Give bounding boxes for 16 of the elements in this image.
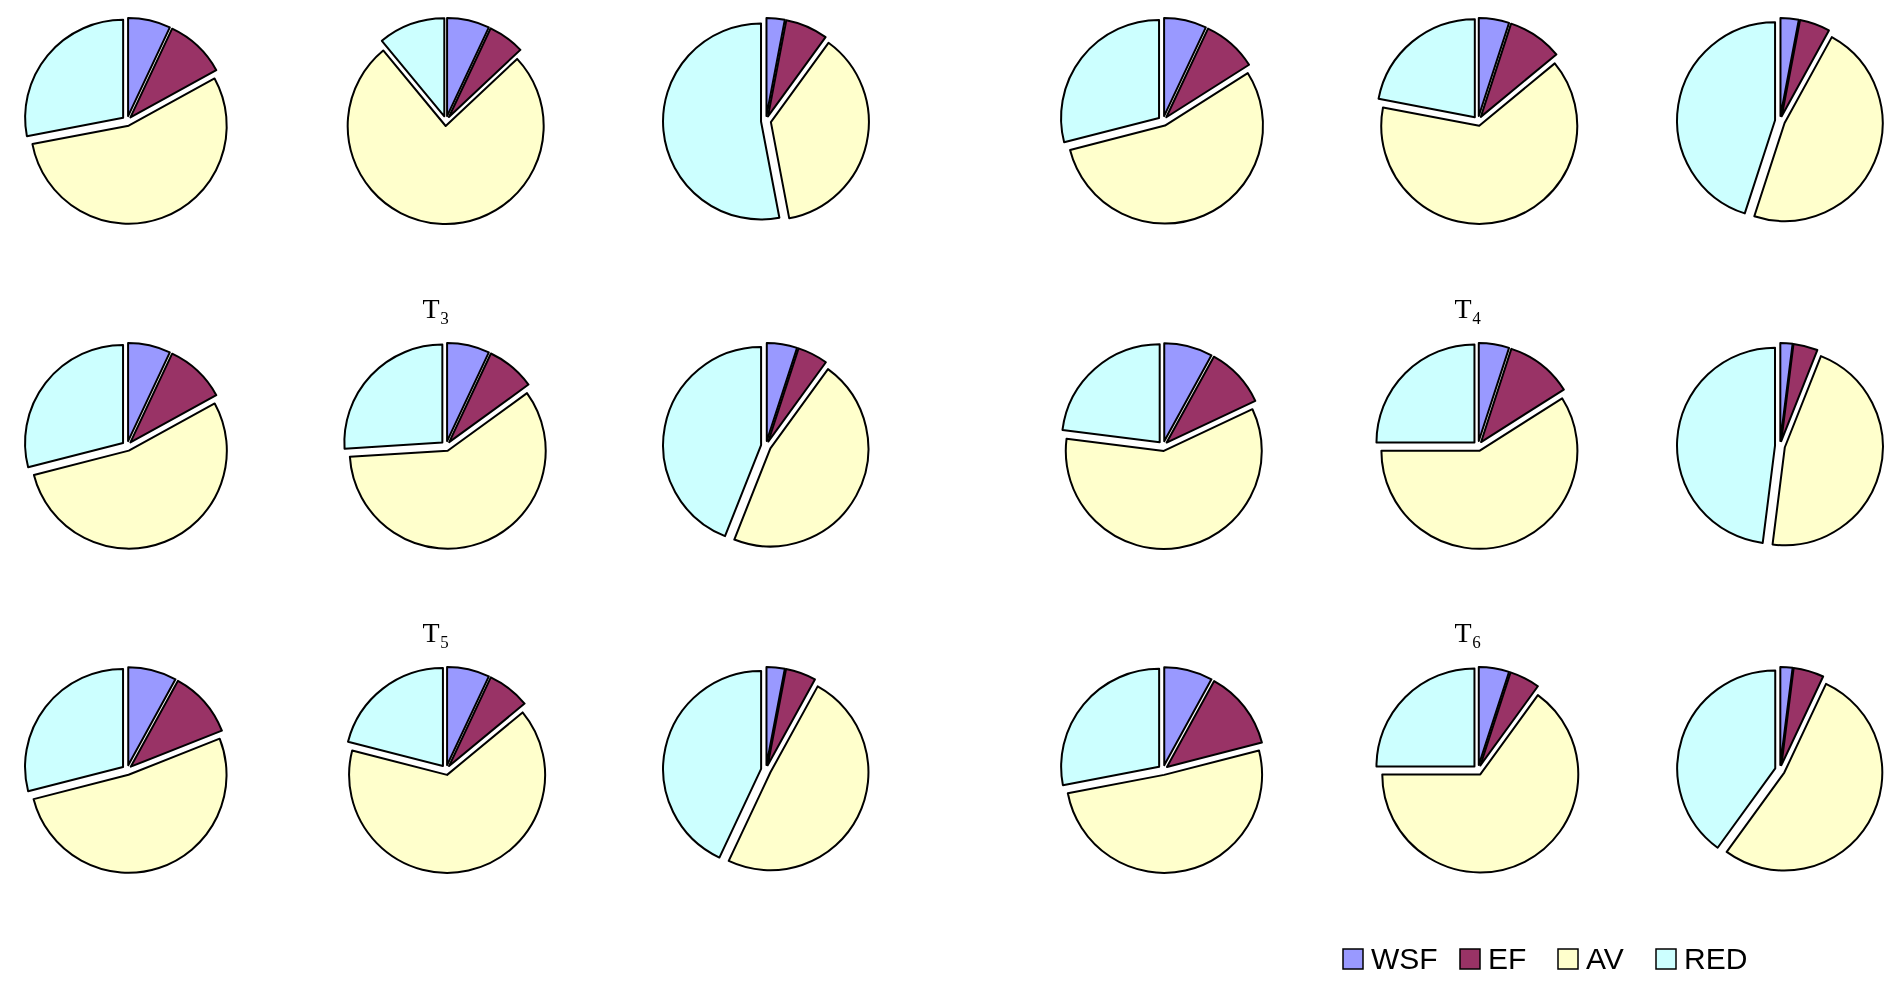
pie-slice <box>24 667 125 793</box>
legend-label: WSF <box>1371 942 1438 975</box>
pie-slice <box>343 343 444 450</box>
chart-title: T₄ <box>1454 293 1482 324</box>
legend-label: AV <box>1586 942 1624 975</box>
pie-slice <box>1060 18 1161 144</box>
pie-slice <box>1060 667 1161 787</box>
legend-label: EF <box>1488 942 1527 975</box>
pie-slice <box>1375 667 1476 768</box>
chart-title: T₃ <box>422 293 450 324</box>
pie-slice <box>1375 343 1476 444</box>
pie-slice <box>24 343 125 469</box>
chart-title: T₅ <box>422 617 450 648</box>
legend-label: RED <box>1684 942 1748 975</box>
pie-slice <box>24 18 125 138</box>
chart-title: T₆ <box>1454 617 1482 648</box>
